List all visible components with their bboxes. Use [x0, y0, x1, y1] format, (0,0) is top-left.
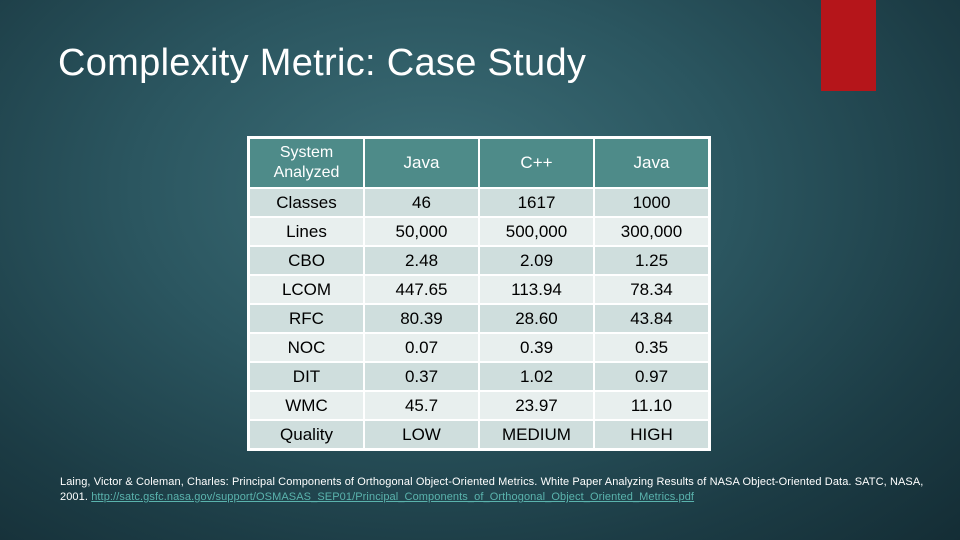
table-cell: MEDIUM	[479, 420, 594, 449]
table-cell: 447.65	[364, 275, 479, 304]
table-row: CBO 2.48 2.09 1.25	[249, 246, 709, 275]
table-cell: 1617	[479, 188, 594, 217]
table-cell: 1000	[594, 188, 709, 217]
table-row: Quality LOW MEDIUM HIGH	[249, 420, 709, 449]
table-cell: 1.02	[479, 362, 594, 391]
table-header-row: System Analyzed Java C++ Java	[249, 138, 709, 188]
table-header-cell: Java	[594, 138, 709, 188]
red-accent-bar	[821, 0, 876, 91]
table-cell: 113.94	[479, 275, 594, 304]
table-cell: 300,000	[594, 217, 709, 246]
table-header-cell: C++	[479, 138, 594, 188]
table-row-label: NOC	[249, 333, 364, 362]
slide-title: Complexity Metric: Case Study	[58, 42, 587, 84]
table-cell: 80.39	[364, 304, 479, 333]
table-row: WMC 45.7 23.97 11.10	[249, 391, 709, 420]
table-row: DIT 0.37 1.02 0.97	[249, 362, 709, 391]
table-cell: 78.34	[594, 275, 709, 304]
table-cell: 28.60	[479, 304, 594, 333]
table-header-cell: System Analyzed	[249, 138, 364, 188]
table-row-label: RFC	[249, 304, 364, 333]
table-cell: 2.48	[364, 246, 479, 275]
table-cell: 0.07	[364, 333, 479, 362]
table-cell: LOW	[364, 420, 479, 449]
table-cell: 0.39	[479, 333, 594, 362]
table-header-cell: Java	[364, 138, 479, 188]
table-row: RFC 80.39 28.60 43.84	[249, 304, 709, 333]
table-row: NOC 0.07 0.39 0.35	[249, 333, 709, 362]
table-cell: HIGH	[594, 420, 709, 449]
table-row: Classes 46 1617 1000	[249, 188, 709, 217]
table-cell: 45.7	[364, 391, 479, 420]
table-cell: 43.84	[594, 304, 709, 333]
table-cell: 0.97	[594, 362, 709, 391]
citation: Laing, Victor & Coleman, Charles: Princi…	[60, 475, 930, 505]
table-cell: 46	[364, 188, 479, 217]
table-row-label: Classes	[249, 188, 364, 217]
metrics-table: System Analyzed Java C++ Java Classes 46 1617 1…	[247, 136, 711, 451]
table-row-label: Lines	[249, 217, 364, 246]
table-cell: 2.09	[479, 246, 594, 275]
table-row-label: Quality	[249, 420, 364, 449]
table-cell: 11.10	[594, 391, 709, 420]
table-row: LCOM 447.65 113.94 78.34	[249, 275, 709, 304]
citation-text: Laing, Victor & Coleman, Charles: Princi…	[60, 476, 924, 503]
table-cell: 0.37	[364, 362, 479, 391]
table-cell: 500,000	[479, 217, 594, 246]
table-cell: 1.25	[594, 246, 709, 275]
table-cell: 50,000	[364, 217, 479, 246]
table-row-label: LCOM	[249, 275, 364, 304]
table-row-label: WMC	[249, 391, 364, 420]
table-row: Lines 50,000 500,000 300,000	[249, 217, 709, 246]
table-row-label: CBO	[249, 246, 364, 275]
table-row-label: DIT	[249, 362, 364, 391]
table-cell: 23.97	[479, 391, 594, 420]
citation-link[interactable]: http://satc.gsfc.nasa.gov/support/OSMASA…	[91, 491, 695, 503]
table-cell: 0.35	[594, 333, 709, 362]
